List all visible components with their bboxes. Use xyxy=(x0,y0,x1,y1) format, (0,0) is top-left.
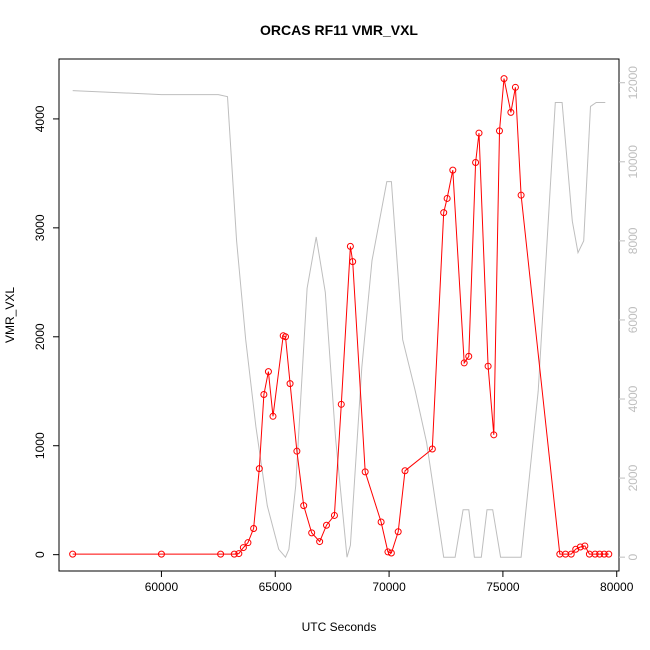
data-point xyxy=(282,333,290,341)
y2-tick-label: 2000 xyxy=(626,464,640,491)
data-point xyxy=(591,550,599,558)
data-point xyxy=(596,550,604,558)
data-point xyxy=(472,158,480,166)
data-point xyxy=(401,467,409,475)
data-point xyxy=(581,542,589,550)
series-layer xyxy=(69,75,613,559)
vmr-vxl-series-line xyxy=(72,78,609,555)
y-tick-label: 2000 xyxy=(33,323,47,350)
data-point xyxy=(250,525,258,533)
y-axis-label: VMR_VXL xyxy=(3,287,17,343)
data-point xyxy=(337,400,345,408)
data-point xyxy=(286,380,294,388)
y-tick-label: 4000 xyxy=(33,105,47,132)
x-axis-label: UTC Seconds xyxy=(302,620,377,634)
data-point xyxy=(394,528,402,536)
data-point xyxy=(157,550,165,558)
data-point xyxy=(217,550,225,558)
data-point xyxy=(316,538,324,546)
chart-title: ORCAS RF11 VMR_VXL xyxy=(260,22,418,38)
data-point xyxy=(269,412,277,420)
data-point xyxy=(377,518,385,526)
data-point xyxy=(255,465,263,473)
data-point xyxy=(308,529,316,537)
data-point xyxy=(449,166,457,174)
data-point xyxy=(440,209,448,217)
data-point xyxy=(495,127,503,135)
data-point xyxy=(511,83,519,91)
data-point xyxy=(475,129,483,137)
data-point xyxy=(600,550,608,558)
data-point xyxy=(576,543,584,551)
data-point xyxy=(567,550,575,558)
x-tick-label: 60000 xyxy=(145,580,179,594)
data-point xyxy=(361,468,369,476)
data-point xyxy=(300,502,308,510)
data-point xyxy=(230,550,238,558)
data-point xyxy=(605,550,613,558)
plot-frame xyxy=(58,58,620,572)
y2-tick-label: 0 xyxy=(626,554,640,561)
x-axis: 60000 65000 70000 75000 80000 xyxy=(145,571,634,594)
data-point xyxy=(517,191,525,199)
right-axis-series-line xyxy=(72,90,606,559)
data-point xyxy=(349,258,357,266)
data-point xyxy=(500,75,508,83)
y2-tick-label: 12000 xyxy=(626,66,640,100)
y2-tick-label: 10000 xyxy=(626,145,640,179)
data-point xyxy=(239,544,247,552)
data-point xyxy=(330,511,338,519)
x-tick-label: 65000 xyxy=(259,580,293,594)
data-point xyxy=(387,549,395,557)
data-point xyxy=(384,548,392,556)
data-point xyxy=(264,368,272,376)
data-point xyxy=(484,362,492,370)
y2-tick-label: 6000 xyxy=(626,306,640,333)
x-tick-label: 80000 xyxy=(600,580,634,594)
data-point xyxy=(69,550,77,558)
data-point xyxy=(460,359,468,367)
data-point xyxy=(490,431,498,439)
data-point xyxy=(244,539,252,547)
y-tick-label: 3000 xyxy=(33,214,47,241)
y-tick-label: 1000 xyxy=(33,432,47,459)
y2-tick-label: 4000 xyxy=(626,385,640,412)
data-point xyxy=(322,521,330,529)
y-axis-right: 0 2000 4000 6000 8000 10000 12000 xyxy=(619,66,640,561)
data-point xyxy=(260,391,268,399)
y2-tick-label: 8000 xyxy=(626,227,640,254)
data-point xyxy=(293,447,301,455)
data-point xyxy=(443,194,451,202)
x-tick-label: 70000 xyxy=(372,580,406,594)
data-point xyxy=(235,550,243,558)
x-tick-label: 75000 xyxy=(486,580,520,594)
y-axis-left: 0 1000 2000 3000 4000 xyxy=(33,105,59,558)
y-tick-label: 0 xyxy=(33,551,47,558)
data-point xyxy=(507,108,515,116)
data-point xyxy=(465,352,473,360)
data-point xyxy=(346,242,354,250)
data-point xyxy=(428,445,436,453)
